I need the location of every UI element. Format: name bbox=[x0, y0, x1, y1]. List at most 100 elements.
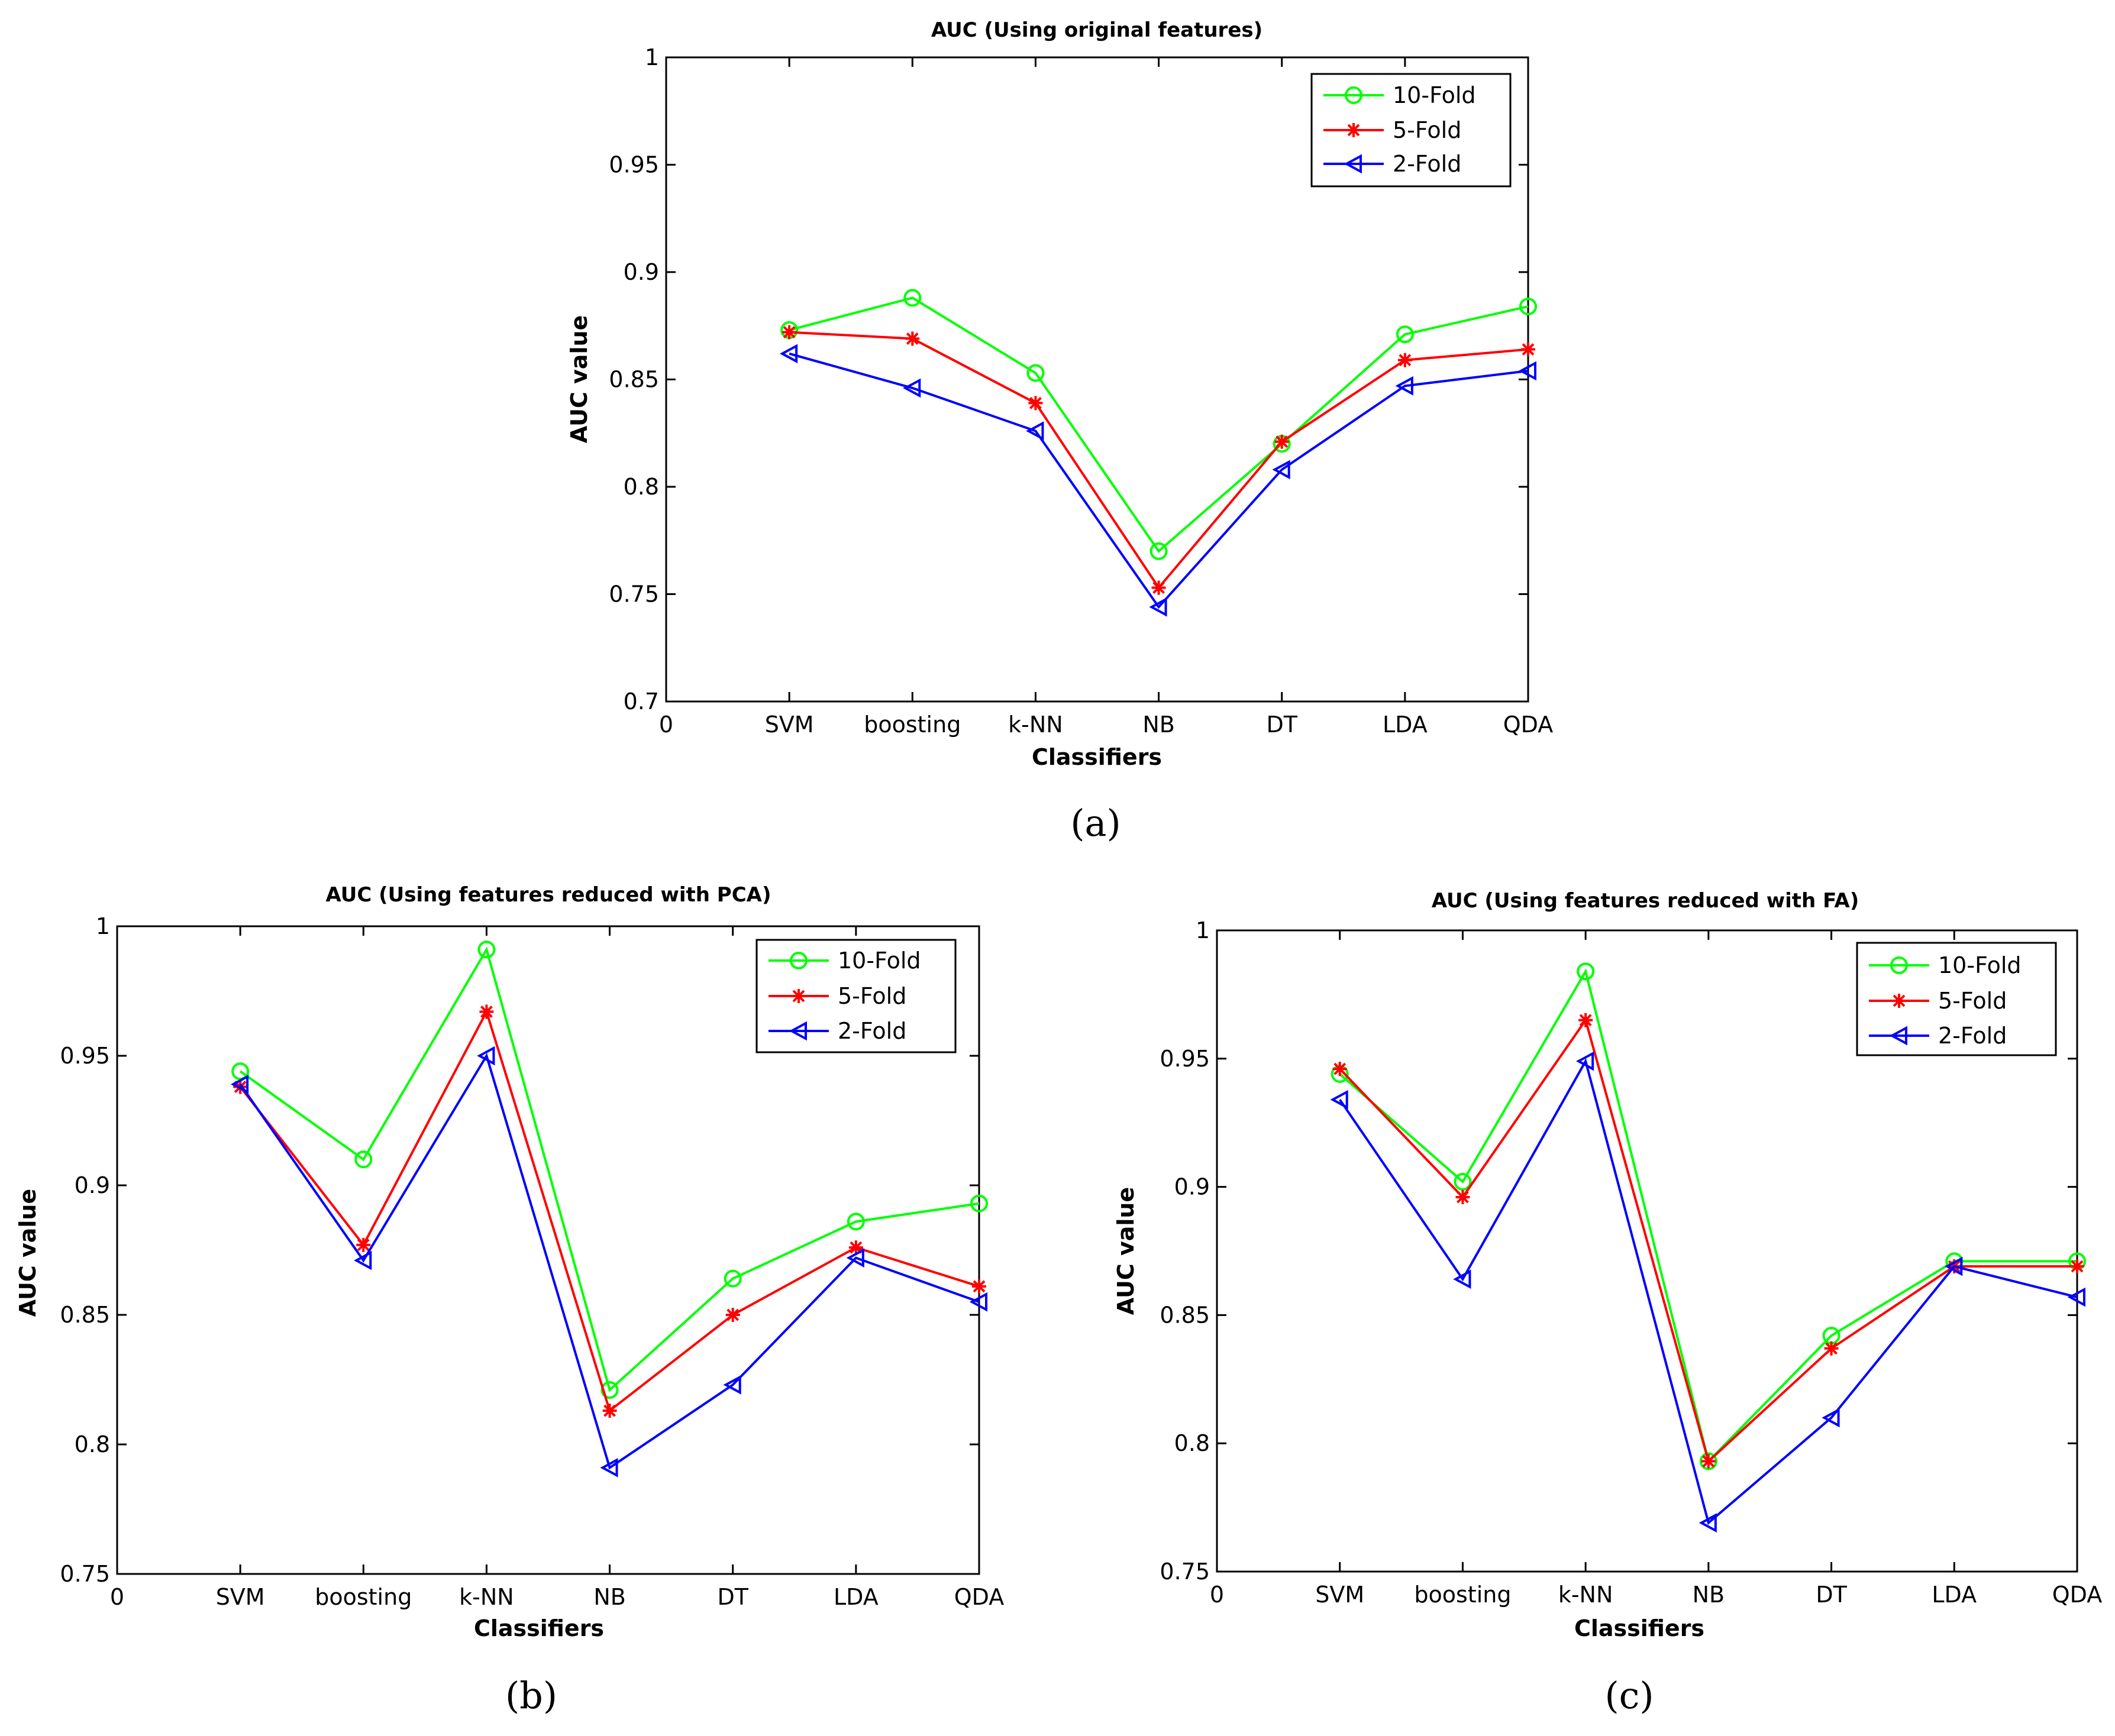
data-point-nb bbox=[600, 1381, 619, 1399]
legend-label: 5-Fold bbox=[838, 983, 906, 1009]
data-point-boosting bbox=[1455, 1189, 1470, 1204]
legend-label: 10-Fold bbox=[1393, 82, 1476, 108]
y-tick-label: 0.75 bbox=[609, 581, 659, 607]
data-point-qda bbox=[2070, 1259, 2084, 1274]
x-tick-label: SVM bbox=[216, 1584, 265, 1610]
series-5-fold bbox=[782, 325, 1535, 595]
x-tick-label: boosting bbox=[864, 712, 961, 738]
x-tick-label: boosting bbox=[315, 1584, 412, 1610]
data-point-dt bbox=[725, 1308, 740, 1322]
y-tick-label: 0.9 bbox=[624, 259, 659, 285]
x-tick-label: boosting bbox=[1414, 1582, 1511, 1608]
y-tick-label: 0.9 bbox=[75, 1172, 110, 1198]
data-point-k-nn bbox=[477, 940, 496, 959]
x-tick-label: SVM bbox=[765, 712, 814, 738]
series-line bbox=[239, 946, 980, 1392]
y-axis-label: AUC value bbox=[566, 315, 592, 443]
data-point-boosting bbox=[356, 1237, 371, 1252]
legend-label: 5-Fold bbox=[1938, 988, 2007, 1014]
x-tick-label: QDA bbox=[1503, 712, 1554, 738]
y-tick-label: 0.85 bbox=[1160, 1302, 1210, 1328]
legend-entry-5-fold: 5-Fold bbox=[768, 983, 906, 1009]
x-tick-label: NB bbox=[593, 1584, 626, 1610]
legend: 10-Fold 5-Fold 2-Fold bbox=[1310, 73, 1512, 187]
y-tick-label: 0.8 bbox=[624, 474, 659, 500]
legend-entry-10-fold: 10-Fold bbox=[768, 948, 921, 974]
data-point-lda bbox=[847, 1213, 865, 1231]
data-point-dt bbox=[724, 1269, 742, 1288]
legend: 10-Fold 5-Fold 2-Fold bbox=[755, 939, 957, 1053]
data-point-qda bbox=[2067, 1287, 2085, 1307]
legend: 10-Fold 5-Fold 2-Fold bbox=[1856, 942, 2057, 1056]
y-tick-label: 0.95 bbox=[1160, 1046, 1210, 1072]
chart-title: AUC (Using features reduced with FA) bbox=[1432, 889, 1859, 913]
data-point-k-nn bbox=[1575, 1051, 1594, 1071]
series-line bbox=[789, 353, 1529, 609]
legend-label: 5-Fold bbox=[1393, 117, 1461, 143]
series-line bbox=[1339, 1058, 2078, 1525]
chart-panel-c: AUC (Using features reduced with FA) AUC… bbox=[1113, 889, 2102, 1717]
data-point-nb bbox=[600, 1458, 618, 1478]
legend-marker-star bbox=[1347, 123, 1361, 137]
data-point-lda bbox=[1945, 1256, 1963, 1276]
legend-marker-triangle bbox=[789, 1021, 807, 1041]
data-point-boosting bbox=[905, 331, 920, 346]
legend-label: 2-Fold bbox=[1938, 1023, 2007, 1049]
chart-title: AUC (Using original features) bbox=[931, 18, 1262, 42]
y-tick-label: 1 bbox=[1196, 917, 1210, 943]
series-line bbox=[789, 296, 1529, 553]
data-point-qda bbox=[970, 1194, 988, 1213]
data-point-svm bbox=[1332, 1062, 1347, 1076]
x-tick-label: LDA bbox=[1383, 712, 1428, 738]
legend-label: 2-Fold bbox=[838, 1018, 906, 1044]
legend-entry-2-fold: 2-Fold bbox=[1869, 1023, 2007, 1049]
data-point-dt bbox=[1274, 434, 1289, 449]
legend-entry-5-fold: 5-Fold bbox=[1323, 117, 1461, 143]
data-point-nb bbox=[1149, 597, 1167, 617]
legend-entry-2-fold: 2-Fold bbox=[1323, 151, 1461, 177]
data-point-svm bbox=[782, 325, 797, 340]
data-point-dt bbox=[1272, 460, 1290, 480]
y-tick-label: 0.95 bbox=[60, 1043, 110, 1069]
chart-panel-b: AUC (Using features reduced with PCA) AU… bbox=[15, 883, 1004, 1717]
y-axis-label: AUC value bbox=[15, 1189, 41, 1317]
data-point-lda bbox=[1397, 353, 1412, 367]
data-point-lda bbox=[1395, 376, 1413, 396]
data-point-nb bbox=[1699, 1513, 1717, 1533]
data-point-boosting bbox=[1454, 1172, 1472, 1191]
x-tick-label: NB bbox=[1142, 712, 1175, 738]
data-point-svm bbox=[1330, 1090, 1348, 1110]
data-point-qda bbox=[969, 1292, 987, 1312]
y-tick-label: 0.75 bbox=[1160, 1559, 1210, 1585]
data-point-qda bbox=[1521, 342, 1535, 357]
legend-label: 2-Fold bbox=[1393, 151, 1461, 177]
data-point-dt bbox=[1824, 1341, 1839, 1356]
y-tick-label: 0.85 bbox=[609, 367, 659, 393]
data-point-boosting bbox=[903, 289, 922, 307]
series-10-fold bbox=[231, 940, 988, 1399]
legend-label: 10-Fold bbox=[1938, 952, 2022, 978]
data-point-svm bbox=[779, 344, 798, 364]
data-point-k-nn bbox=[477, 1046, 495, 1066]
data-point-nb bbox=[1699, 1452, 1717, 1470]
legend-marker-star bbox=[792, 989, 806, 1003]
legend-marker-triangle bbox=[1344, 154, 1362, 174]
y-axis-label: AUC value bbox=[1113, 1187, 1139, 1315]
data-point-qda bbox=[972, 1279, 986, 1294]
x-axis-label: Classifiers bbox=[1574, 1615, 1704, 1641]
data-point-lda bbox=[846, 1248, 864, 1268]
x-tick-label: 0 bbox=[1210, 1582, 1224, 1608]
x-tick-label: LDA bbox=[1932, 1582, 1977, 1608]
data-point-k-nn bbox=[1026, 364, 1045, 382]
data-point-dt bbox=[1822, 1408, 1840, 1428]
series-2-fold bbox=[230, 1046, 987, 1478]
data-point-k-nn bbox=[1577, 962, 1595, 981]
data-point-k-nn bbox=[1578, 1013, 1593, 1027]
chart-panel-a: AUC (Using original features) AUC value … bbox=[566, 18, 1553, 845]
legend-entry-2-fold: 2-Fold bbox=[768, 1018, 906, 1044]
series-line bbox=[239, 1053, 980, 1470]
data-point-boosting bbox=[354, 1250, 372, 1271]
y-tick-label: 1 bbox=[645, 44, 659, 70]
series-2-fold bbox=[1330, 1051, 2085, 1533]
panel-caption: (c) bbox=[1604, 1674, 1654, 1717]
